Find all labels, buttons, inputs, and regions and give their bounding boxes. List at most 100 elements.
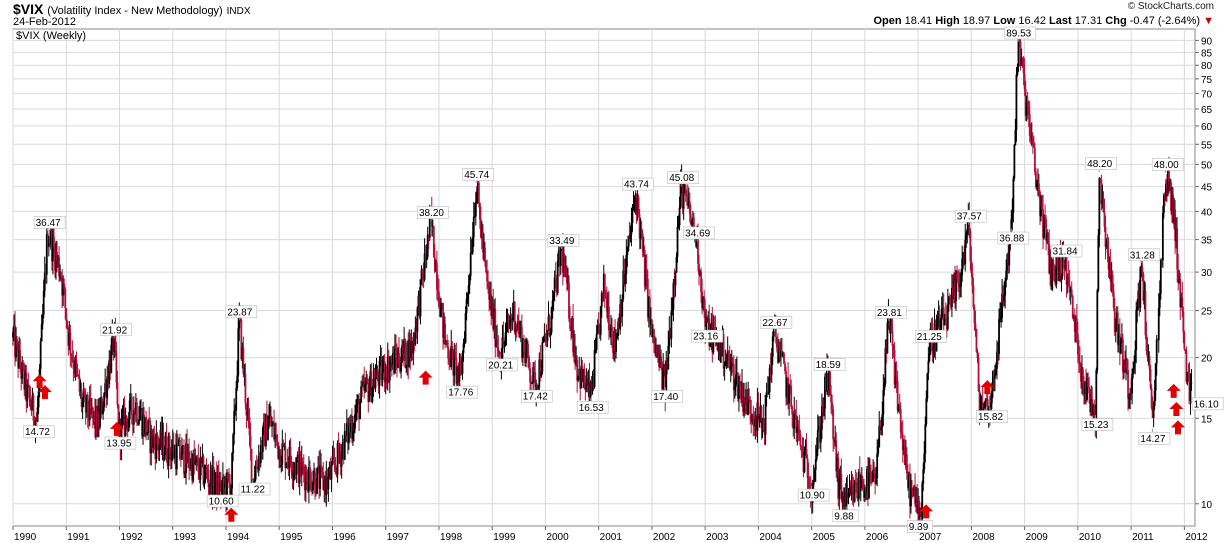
candle-body: [881, 414, 884, 428]
candle-body: [1096, 290, 1099, 371]
candle-body: [1147, 356, 1150, 358]
candle-body: [592, 382, 595, 387]
x-tick-label: 1995: [280, 532, 303, 543]
candle-body: [630, 223, 633, 235]
candle-body: [1169, 182, 1171, 184]
candle-body: [48, 243, 51, 245]
candle-body: [267, 426, 269, 441]
candle-body: [86, 395, 89, 416]
candle-body: [951, 287, 953, 308]
candle-body: [647, 297, 650, 318]
candle-body: [981, 402, 984, 413]
candle-body: [794, 410, 797, 415]
candle-body: [116, 382, 119, 405]
candle-body: [421, 269, 424, 275]
candle-body: [380, 359, 383, 381]
candle-body: [786, 377, 788, 398]
candle-body: [346, 423, 349, 444]
candle-body: [1174, 209, 1177, 242]
candle-body: [681, 178, 684, 209]
candle-body: [354, 414, 356, 429]
annotation-box: [462, 168, 495, 181]
candle-body: [642, 250, 645, 252]
candle-body: [15, 339, 17, 358]
candle-body: [467, 285, 470, 295]
candle-body: [954, 281, 956, 302]
candle-body: [224, 483, 226, 489]
candle-body: [682, 187, 685, 209]
candle-body: [1063, 252, 1066, 270]
candle-body: [562, 259, 565, 273]
candle-body: [362, 381, 365, 387]
candle-body: [1159, 260, 1162, 294]
annotation-box: [238, 482, 271, 496]
candle-body: [296, 454, 299, 461]
candle-body: [31, 394, 34, 411]
candle-body: [1070, 289, 1073, 297]
candle-body: [71, 356, 74, 360]
x-tick-label: 2002: [653, 532, 676, 543]
candle-body: [783, 353, 785, 364]
candle-body: [640, 228, 643, 234]
y-tick-label: 90: [1201, 36, 1213, 47]
candle-body: [1128, 397, 1130, 399]
candle-body: [278, 449, 281, 459]
x-tick-label: 1991: [67, 532, 90, 543]
candle-body: [526, 344, 528, 354]
candle-body: [749, 399, 752, 414]
candle-body: [691, 217, 694, 220]
annotation-box: [906, 520, 933, 533]
candle-body: [102, 407, 105, 414]
candle-body: [413, 337, 416, 345]
candle-body: [595, 333, 598, 350]
candle-body: [748, 397, 751, 400]
candle-body: [501, 337, 504, 360]
candle-body: [532, 367, 535, 384]
annotation-box: [520, 389, 553, 403]
candle-body: [789, 385, 792, 387]
quote-bar: Open 18.41 High 18.97 Low 16.42 Last 17.…: [873, 15, 1214, 27]
candle-body: [558, 250, 561, 266]
annotation-label: 17.76: [448, 388, 473, 399]
candle-body: [722, 334, 725, 369]
candle-body: [766, 391, 769, 394]
candle-body: [740, 384, 742, 400]
annotation-box: [33, 216, 66, 229]
annotation-box: [206, 494, 239, 508]
candle-body: [896, 381, 899, 411]
x-tick-label: 2001: [600, 532, 623, 543]
candle-body: [816, 430, 819, 450]
candlestick-series: [12, 29, 1193, 524]
candle-body: [114, 328, 117, 351]
candle-body: [631, 207, 634, 224]
x-tick-label: 2010: [1079, 532, 1102, 543]
candle-body: [553, 277, 556, 292]
x-tick-label: 2012: [1185, 532, 1208, 543]
candle-body: [285, 463, 288, 468]
candle-body: [80, 389, 83, 407]
candle-body: [848, 488, 851, 494]
annotation-label: 16.10: [1194, 399, 1219, 410]
candle-body: [276, 434, 279, 443]
brand-watermark: © StockCharts.com: [1127, 1, 1214, 12]
candle-body: [363, 381, 366, 391]
candle-body: [1003, 295, 1006, 302]
candle-body: [771, 336, 774, 357]
candle-body: [941, 307, 944, 310]
candle-body: [707, 318, 710, 322]
candle-body: [1085, 384, 1087, 400]
candle-body: [525, 353, 527, 363]
candle-body: [319, 465, 322, 489]
candle-body: [859, 487, 862, 491]
candle-body: [441, 303, 443, 305]
candle-body: [124, 415, 127, 436]
chg-label: Chg: [1105, 15, 1127, 27]
candle-body: [635, 195, 638, 214]
candle-body: [1026, 101, 1029, 107]
candle-body: [565, 268, 567, 277]
candle-body: [1076, 333, 1079, 354]
candle-body: [411, 341, 414, 354]
candle-body: [1021, 58, 1024, 65]
candle-body: [751, 415, 754, 422]
candle-body: [290, 462, 293, 473]
